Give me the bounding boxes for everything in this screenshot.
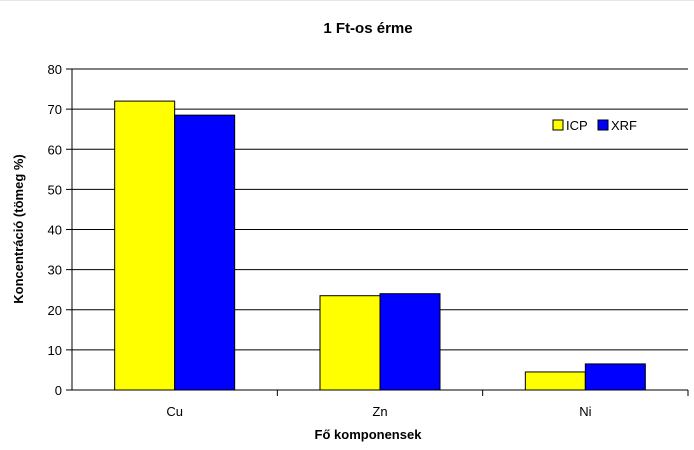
- y-tick-label-10: 10: [48, 343, 62, 358]
- y-axis-title: Koncentráció (tömeg %): [11, 154, 26, 304]
- x-tick-label-ni: Ni: [579, 404, 591, 419]
- legend-label-xrf: XRF: [611, 118, 637, 133]
- y-tick-label-50: 50: [48, 182, 62, 197]
- axes: [66, 68, 689, 396]
- y-tick-label-80: 80: [48, 62, 62, 77]
- bar-icp-cu: [114, 100, 176, 391]
- legend: ICP XRF: [552, 118, 637, 133]
- bar-xrf-cu: [174, 114, 236, 391]
- x-axis-title: Fő komponensek: [315, 427, 423, 442]
- y-tick-label-60: 60: [48, 142, 62, 157]
- bar-icp-ni: [524, 371, 586, 391]
- chart-title: 1 Ft-os érme: [323, 20, 412, 37]
- bar-xrf-ni: [584, 363, 646, 391]
- bar-icp-zn: [319, 295, 381, 391]
- y-tick-label-0: 0: [55, 383, 62, 398]
- legend-swatch-icp: [552, 119, 564, 131]
- bar-xrf-zn: [379, 293, 441, 391]
- bars: [114, 100, 646, 391]
- y-tick-label-70: 70: [48, 102, 62, 117]
- y-tick-label-20: 20: [48, 303, 62, 318]
- y-tick-label-30: 30: [48, 263, 62, 278]
- top-divider: [0, 0, 694, 1]
- legend-label-icp: ICP: [566, 118, 588, 133]
- legend-swatch-xrf: [597, 119, 609, 131]
- y-tick-label-40: 40: [48, 223, 62, 238]
- tick-labels: 0 10 20 30 40 50 60 70 80 Cu Zn Ni: [48, 62, 592, 419]
- x-tick-label-cu: Cu: [166, 404, 183, 419]
- x-tick-label-zn: Zn: [372, 404, 387, 419]
